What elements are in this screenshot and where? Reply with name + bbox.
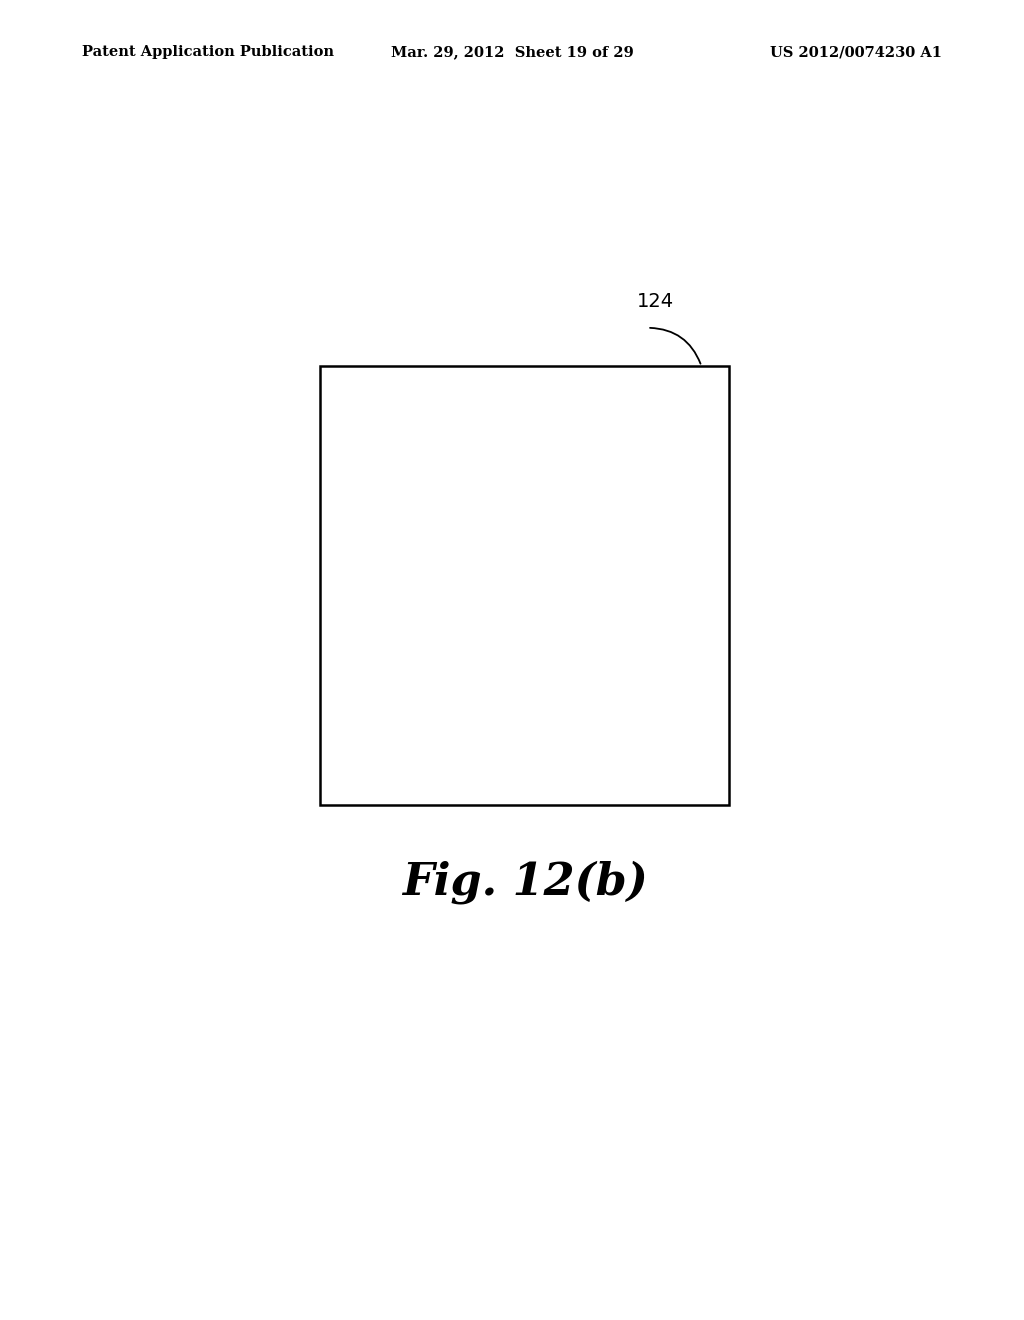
Bar xyxy=(321,367,729,805)
Text: 124: 124 xyxy=(637,292,674,312)
Text: Patent Application Publication: Patent Application Publication xyxy=(82,45,334,59)
Text: US 2012/0074230 A1: US 2012/0074230 A1 xyxy=(770,45,942,59)
Text: Mar. 29, 2012  Sheet 19 of 29: Mar. 29, 2012 Sheet 19 of 29 xyxy=(390,45,634,59)
Text: Fig. 12(b): Fig. 12(b) xyxy=(402,861,647,904)
